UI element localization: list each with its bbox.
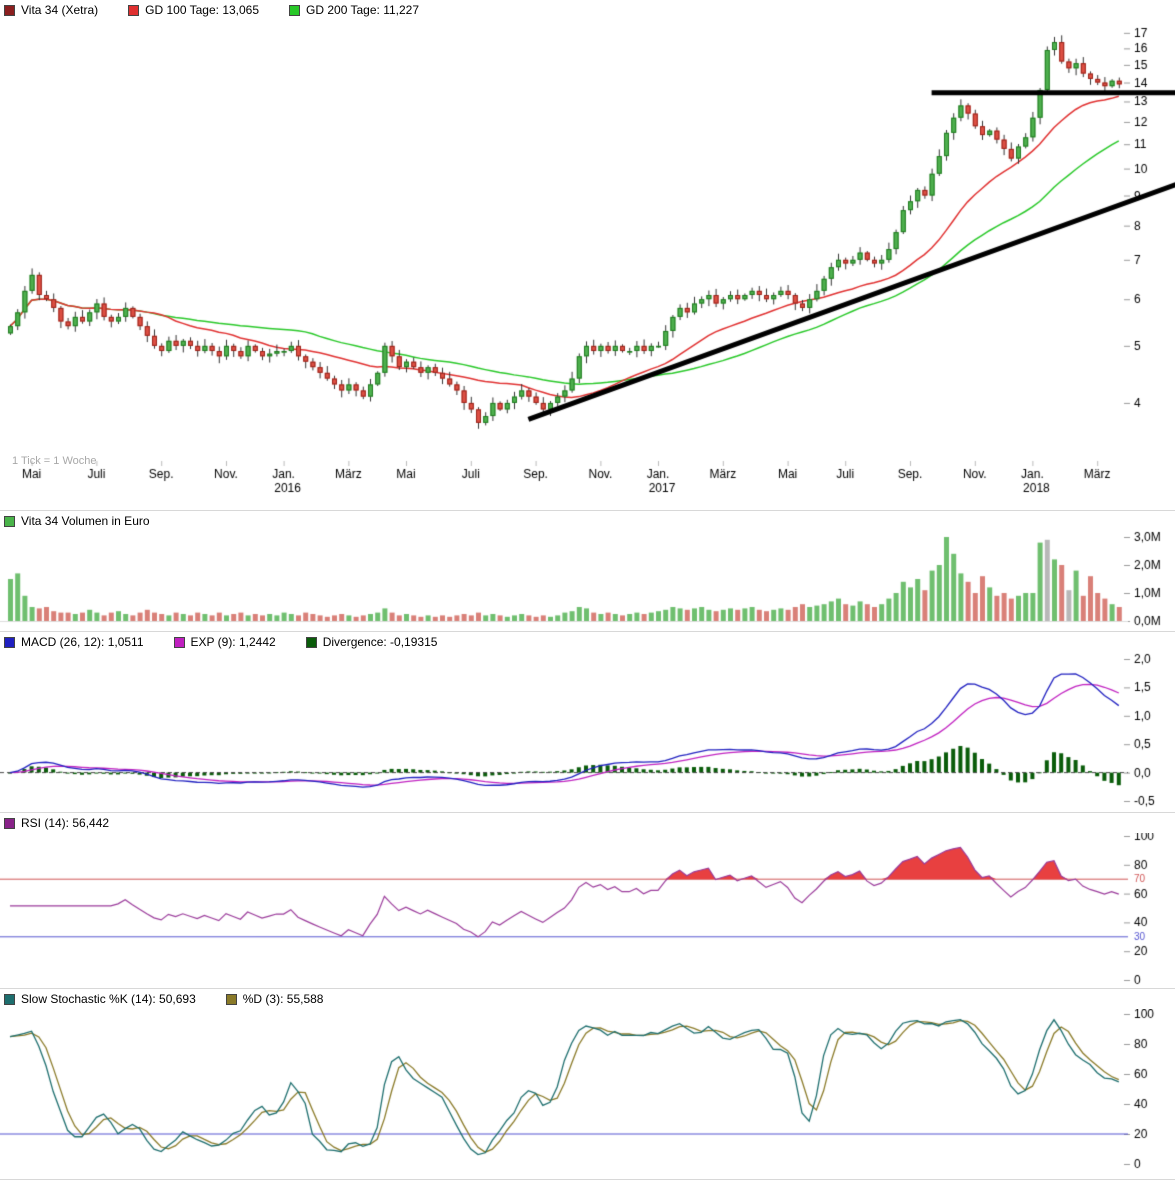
tick-resolution-note: 1 Tick = 1 Woche xyxy=(12,455,97,467)
legend-item-divergence: Divergence: -0,19315 xyxy=(305,635,438,649)
stoch-k-color-swatch xyxy=(4,993,15,1005)
legend-item-gd100: GD 100 Tage: 13,065 xyxy=(128,3,259,17)
stochastic-legend: Slow Stochastic %K (14): 50,693 %D (3): … xyxy=(0,989,1175,1009)
exp-color-swatch xyxy=(173,636,185,648)
volume-color-swatch xyxy=(4,515,15,527)
legend-item-rsi: RSI (14): 56,442 xyxy=(4,816,109,830)
gd100-color-swatch xyxy=(128,4,140,16)
legend-item-volume: Vita 34 Volumen in Euro xyxy=(4,514,150,528)
exp-label: EXP (9): 1,2442 xyxy=(190,635,276,649)
macd-color-swatch xyxy=(4,636,15,648)
gd100-label: GD 100 Tage: 13,065 xyxy=(145,3,260,17)
gd200-label: GD 200 Tage: 11,227 xyxy=(306,3,420,17)
legend-item-exp: EXP (9): 1,2442 xyxy=(173,635,276,649)
rsi-legend: RSI (14): 56,442 xyxy=(0,813,1175,833)
legend-item-stoch-k: Slow Stochastic %K (14): 50,693 xyxy=(4,992,196,1006)
legend-item-macd: MACD (26, 12): 1,0511 xyxy=(4,635,144,649)
divergence-color-swatch xyxy=(305,636,317,648)
symbol-label: Vita 34 (Xetra) xyxy=(21,3,99,17)
rsi-color-swatch xyxy=(4,817,15,829)
stoch-d-label: %D (3): 55,588 xyxy=(242,992,324,1006)
price-chart-canvas xyxy=(0,20,1175,511)
divergence-label: Divergence: -0,19315 xyxy=(322,635,438,649)
stoch-k-label: Slow Stochastic %K (14): 50,693 xyxy=(21,992,196,1006)
macd-label: MACD (26, 12): 1,0511 xyxy=(21,635,144,649)
rsi-label: RSI (14): 56,442 xyxy=(21,816,110,830)
stochastic-chart-canvas xyxy=(0,1009,1175,1180)
legend-item-symbol: Vita 34 (Xetra) xyxy=(4,3,98,17)
legend-item-gd200: GD 200 Tage: 11,227 xyxy=(289,3,419,17)
volume-chart-canvas xyxy=(0,531,1175,632)
volume-label: Vita 34 Volumen in Euro xyxy=(21,514,150,528)
symbol-color-swatch xyxy=(4,4,15,16)
volume-legend: Vita 34 Volumen in Euro xyxy=(0,511,1175,531)
gd200-color-swatch xyxy=(289,4,301,16)
rsi-chart-canvas xyxy=(0,833,1175,989)
legend-item-stoch-d: %D (3): 55,588 xyxy=(225,992,324,1006)
macd-chart-canvas xyxy=(0,652,1175,813)
stoch-d-color-swatch xyxy=(225,993,237,1005)
price-legend: Vita 34 (Xetra) GD 100 Tage: 13,065 GD 2… xyxy=(0,0,1175,20)
macd-legend: MACD (26, 12): 1,0511 EXP (9): 1,2442 Di… xyxy=(0,632,1175,652)
